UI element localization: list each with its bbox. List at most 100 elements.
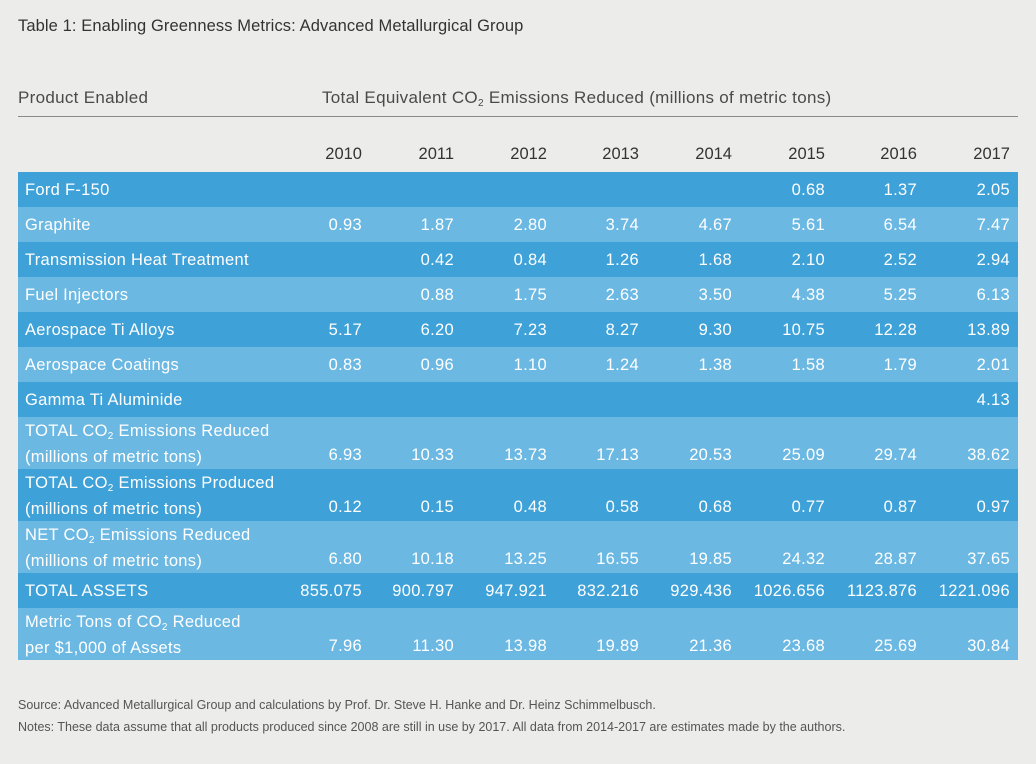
table-cell: 10.33 (411, 446, 454, 464)
table-cell: 5.25 (883, 285, 917, 304)
emissions-header-sub: 2 (477, 98, 484, 109)
table-cell: 2.05 (976, 180, 1010, 199)
table-cell: 2.01 (976, 355, 1010, 374)
table-cell: 2.80 (513, 215, 547, 234)
row-label-line: (millions of metric tons) (25, 551, 251, 571)
table-cell: 21.36 (689, 637, 732, 655)
table-row: Transmission Heat Treatment 0.42 0.84 1.26 1… (18, 242, 1018, 277)
table-cell: 7.23 (513, 320, 547, 339)
row-label-line: Metric Tons of CO2 Reduced (25, 612, 241, 638)
table-cell: 1.79 (883, 355, 917, 374)
table-cell: 1.68 (698, 250, 732, 269)
year-header-2010: 2010 (325, 145, 362, 163)
table-cell: 38.62 (967, 446, 1010, 464)
table-cell: 929.436 (670, 581, 732, 600)
label-subscript: 2 (107, 483, 114, 494)
table-row: NET CO2 Emissions Reduced (millions of me… (18, 521, 1018, 573)
table-cell: 0.68 (698, 498, 732, 516)
label-text: Emissions Reduced (113, 422, 270, 440)
row-label: TOTAL CO2 Emissions Produced (millions of… (25, 473, 274, 519)
row-label-line: (millions of metric tons) (25, 499, 274, 519)
table-cell: 0.15 (420, 498, 454, 516)
year-header-2011: 2011 (418, 145, 454, 163)
table-cell: 0.96 (420, 355, 454, 374)
table-cell: 10.75 (782, 320, 825, 339)
table-cell: 13.25 (504, 550, 547, 568)
label-text: Emissions Produced (113, 474, 275, 492)
year-header-2013: 2013 (602, 145, 639, 163)
table-cell: 1.10 (513, 355, 547, 374)
table-row: TOTAL CO2 Emissions Produced (millions of… (18, 469, 1018, 521)
table-cell: 0.42 (420, 250, 454, 269)
label-text: Ford F-150 (25, 180, 110, 199)
year-header-row: 2010 2011 2012 2013 2014 2015 2016 2017 (18, 145, 1018, 167)
table-cell: 6.93 (328, 446, 362, 464)
table-cell: 1.26 (605, 250, 639, 269)
table-cell: 0.12 (328, 498, 362, 516)
table-cell: 855.075 (300, 581, 362, 600)
table-row: Aerospace Coatings 0.83 0.96 1.10 1.24 1.38 1.… (18, 347, 1018, 382)
table-cell: 10.18 (411, 550, 454, 568)
row-label: Ford F-150 (25, 180, 110, 200)
label-text: (millions of metric tons) (25, 500, 203, 518)
label-text: (millions of metric tons) (25, 552, 203, 570)
table-cell: 1.87 (420, 215, 454, 234)
table-cell: 28.87 (874, 550, 917, 568)
row-label: Gamma Ti Aluminide (25, 390, 183, 410)
label-text: Graphite (25, 215, 91, 234)
label-text: Transmission Heat Treatment (25, 250, 249, 269)
label-subscript: 2 (88, 535, 95, 546)
table-cell: 23.68 (782, 637, 825, 655)
table-cell: 0.77 (791, 498, 825, 516)
row-label-line: NET CO2 Emissions Reduced (25, 525, 251, 551)
table-cell: 0.58 (605, 498, 639, 516)
label-text: TOTAL ASSETS (25, 581, 149, 600)
row-label: Graphite (25, 215, 91, 235)
label-text: Aerospace Coatings (25, 355, 179, 374)
table-cell: 37.65 (967, 550, 1010, 568)
table-row: TOTAL ASSETS 855.075 900.797 947.921 832.216… (18, 573, 1018, 608)
table-row: Ford F-150 0.68 1.37 2.05 (18, 172, 1018, 207)
header-rule (18, 116, 1018, 117)
table-cell: 1.58 (791, 355, 825, 374)
table-cell: 11.30 (412, 637, 454, 655)
table-cell: 1123.876 (847, 581, 917, 600)
table-cell: 7.96 (328, 637, 362, 655)
table-cell: 13.98 (504, 637, 547, 655)
table-row: Fuel Injectors 0.88 1.75 2.63 3.50 4.38 5.25 6.… (18, 277, 1018, 312)
table-cell: 832.216 (577, 581, 639, 600)
table-cell: 6.13 (976, 285, 1010, 304)
table-cell: 1.75 (513, 285, 547, 304)
row-label: Aerospace Coatings (25, 355, 179, 375)
table-cell: 2.10 (791, 250, 825, 269)
label-text: TOTAL CO (25, 422, 108, 440)
year-header-2015: 2015 (788, 145, 825, 163)
table-cell: 2.63 (605, 285, 639, 304)
table-cell: 29.74 (874, 446, 917, 464)
table-cell: 0.87 (883, 498, 917, 516)
table-cell: 0.83 (328, 355, 362, 374)
year-header-2016: 2016 (880, 145, 917, 163)
table-cell: 900.797 (392, 581, 454, 600)
table-cell: 4.67 (698, 215, 732, 234)
table-row: Metric Tons of CO2 Reduced per $1,000 of … (18, 608, 1018, 660)
table-row: Aerospace Ti Alloys 5.17 6.20 7.23 8.27 9.30 1… (18, 312, 1018, 347)
table-cell: 6.54 (883, 215, 917, 234)
notes-text: Notes: These data assume that all produc… (18, 720, 846, 734)
emissions-header-post: Emissions Reduced (millions of metric to… (483, 88, 832, 107)
label-text: Fuel Injectors (25, 285, 129, 304)
table-cell: 13.89 (967, 320, 1010, 339)
table-cell: 3.74 (605, 215, 639, 234)
table-cell: 0.97 (976, 498, 1010, 516)
label-text: Reduced (167, 613, 241, 631)
data-table: Ford F-150 0.68 1.37 2.05 Graphite 0.93 1.87 2.… (18, 172, 1018, 660)
table-cell: 17.13 (596, 446, 639, 464)
table-cell: 0.88 (420, 285, 454, 304)
table-cell: 0.84 (513, 250, 547, 269)
table-cell: 30.84 (967, 637, 1010, 655)
table-cell: 1221.096 (938, 581, 1010, 600)
table-cell: 19.85 (689, 550, 732, 568)
label-subscript: 2 (161, 622, 168, 633)
page-title: Table 1: Enabling Greenness Metrics: Adv… (18, 17, 524, 35)
table-row: TOTAL CO2 Emissions Reduced (millions of … (18, 417, 1018, 469)
